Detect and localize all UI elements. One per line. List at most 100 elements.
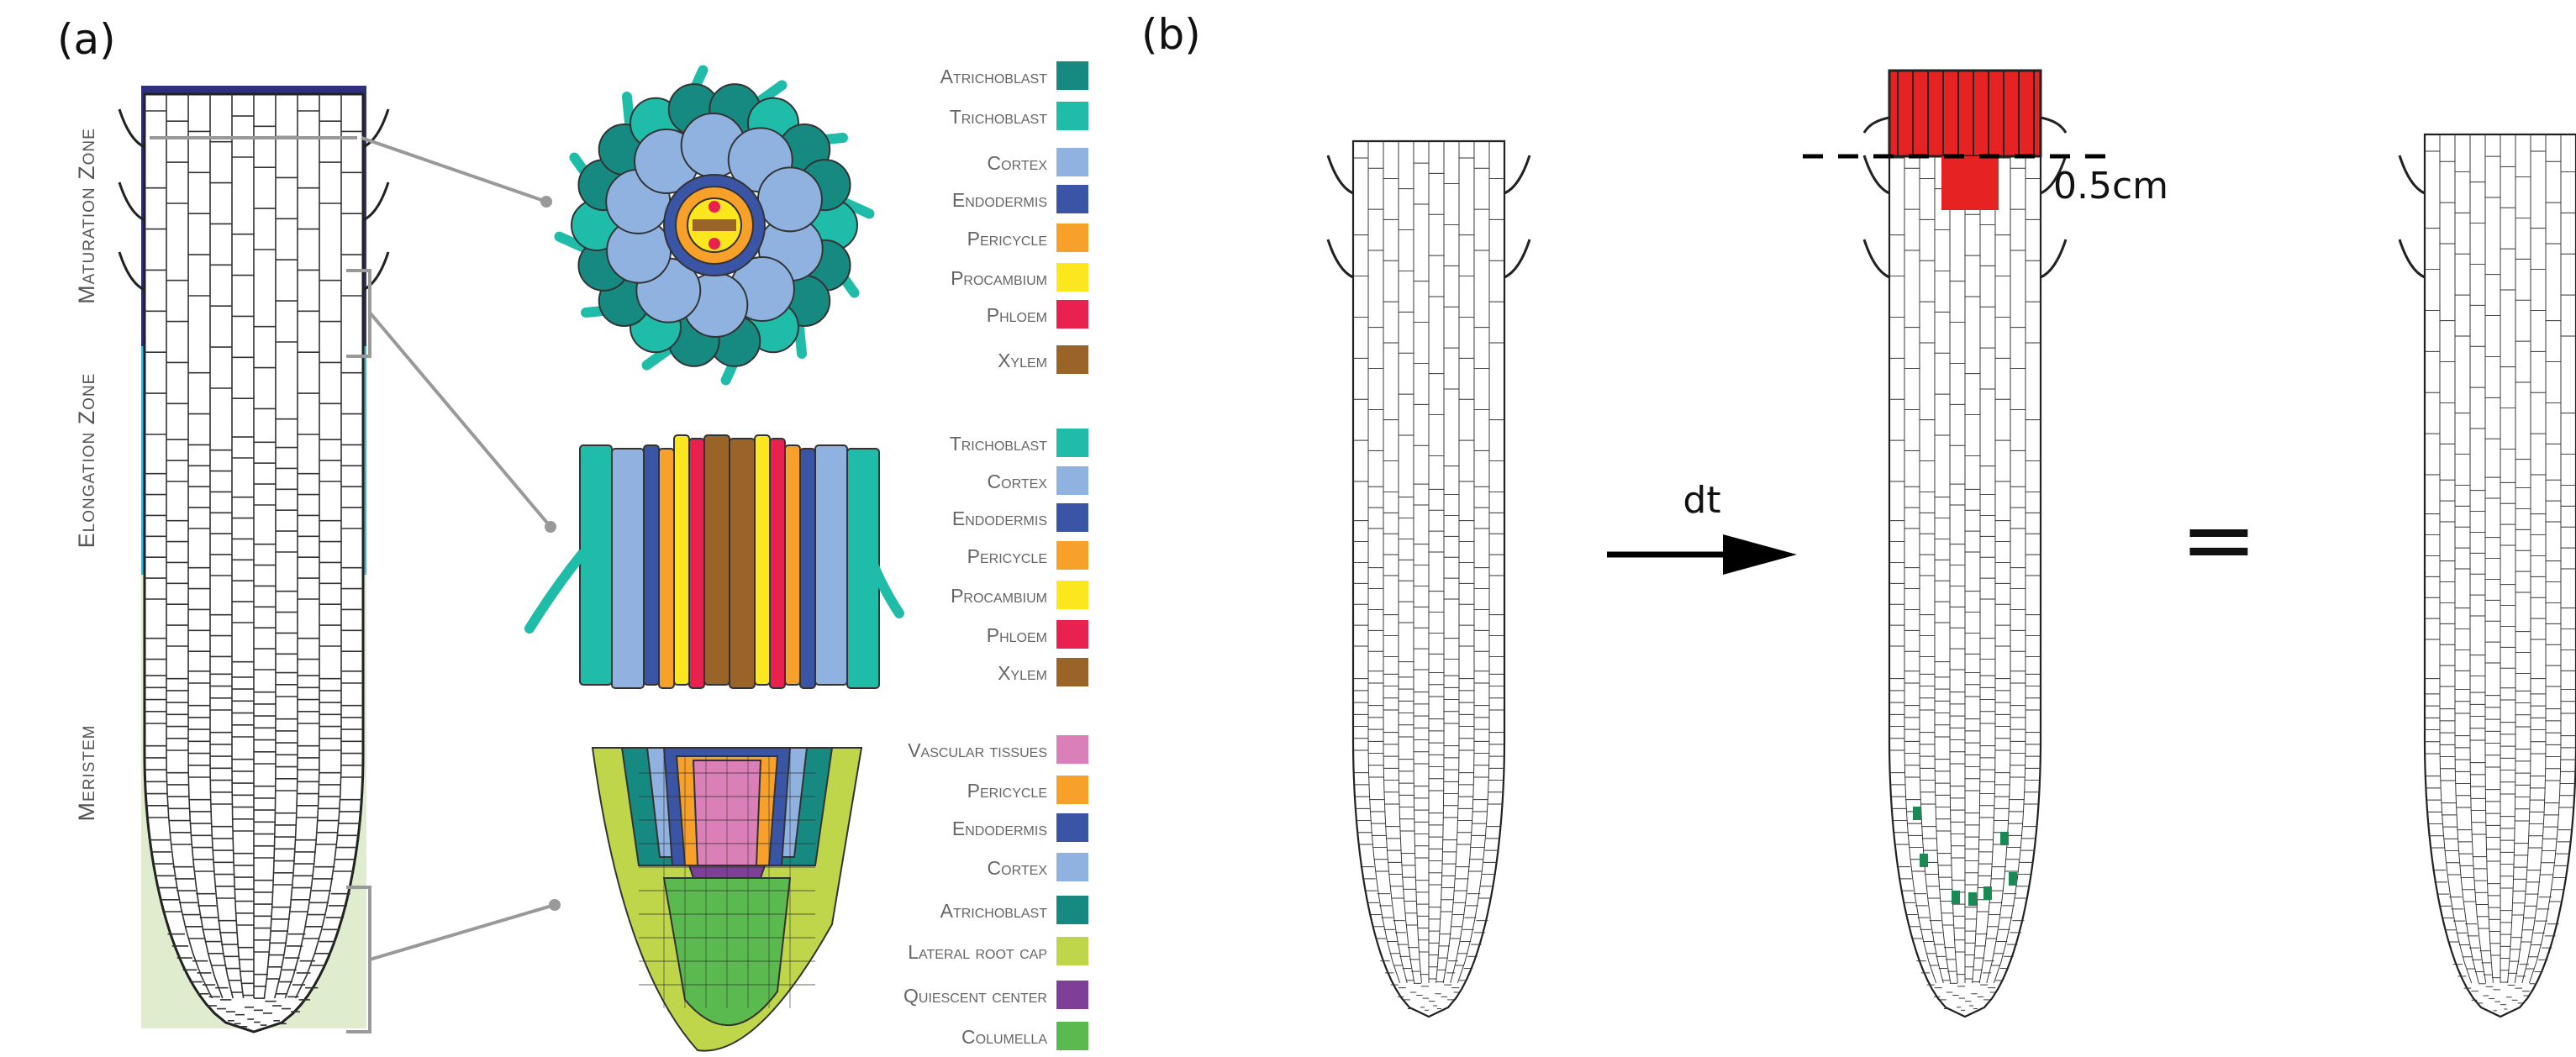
cell-file-line	[284, 94, 320, 999]
root-hair	[1326, 155, 1354, 195]
legend-swatch	[1056, 345, 1088, 374]
root-hair	[1326, 239, 1354, 279]
legend-swatch	[1056, 541, 1088, 570]
cell-file-line	[1457, 141, 1490, 984]
longitudinal-cell-file	[754, 434, 771, 686]
longitudinal-cell-file	[688, 438, 705, 689]
root-hair	[524, 550, 587, 634]
legend-swatch	[1056, 148, 1088, 176]
cell-file-line	[2439, 134, 2473, 984]
connectors	[150, 136, 556, 1033]
legend-label: Cortex	[988, 857, 1048, 879]
legend-label: Phloem	[987, 624, 1047, 646]
legend-label: Atrichoblast	[940, 66, 1048, 87]
legend-swatch	[1056, 223, 1088, 252]
legend-swatch	[1056, 981, 1088, 1009]
legend-swatch	[1056, 1022, 1088, 1050]
legend-label: Xylem	[998, 350, 1047, 371]
panel-a-label: (a)	[57, 15, 116, 64]
legend-swatch	[1056, 813, 1088, 842]
root-hair	[1862, 116, 1890, 134]
legend-label: Cortex	[988, 152, 1048, 174]
legend-label: Lateral root cap	[908, 941, 1047, 963]
cell-file-line	[2514, 134, 2531, 984]
cut-length-label: 0.5cm	[2053, 165, 2168, 208]
root-schematic-a	[118, 92, 390, 1033]
legend-swatch	[1056, 429, 1088, 457]
longitudinal-cell-file	[769, 438, 786, 689]
legend-label: Columella	[961, 1026, 1047, 1048]
longitudinal-cell-file	[799, 448, 816, 689]
root-hair	[118, 251, 145, 292]
root-hair	[1504, 239, 1531, 279]
longitudinal-cell-file	[658, 448, 675, 689]
legend-swatch	[1056, 735, 1088, 764]
legend-swatch	[1056, 61, 1088, 90]
root-hair	[1504, 155, 1531, 195]
root-hair	[362, 181, 390, 222]
arrow-head-icon	[1723, 534, 1797, 575]
legend-label: Quiescent center	[903, 985, 1047, 1007]
longitudinal-cell-file	[611, 448, 645, 689]
legend-swatch	[1056, 853, 1088, 881]
root-hair	[2040, 116, 2068, 134]
connector-line-3	[369, 903, 556, 961]
root-hair	[2398, 155, 2426, 195]
legend-label: Procambium	[951, 585, 1047, 607]
cell-file-line	[274, 94, 298, 999]
legend-label: Procambium	[951, 267, 1047, 289]
root-hair	[118, 108, 145, 149]
new-cell	[2009, 872, 2017, 886]
new-cell	[1913, 807, 1921, 820]
cortex-cell	[756, 166, 823, 233]
cell-file-line	[231, 94, 245, 999]
legend-swatch	[1056, 896, 1088, 924]
legend-swatch	[1056, 300, 1088, 329]
time-step-arrow: dt	[1607, 479, 1797, 575]
longitudinal-cell-file	[784, 444, 801, 686]
maturation-zone-label: Maturation Zone	[74, 128, 99, 304]
legend-swatch	[1056, 937, 1088, 965]
removed-segment-inner	[1941, 156, 1999, 210]
legend-swatch	[1056, 658, 1088, 686]
longitudinal-cell-file	[643, 444, 660, 686]
legend-label: Vascular tissues	[908, 739, 1047, 761]
cell-file-line	[209, 94, 234, 999]
legend-swatch	[1056, 581, 1088, 609]
connector-dot-2	[545, 521, 556, 533]
cell-file-line	[1383, 141, 1408, 984]
equals-sign: =	[2180, 486, 2257, 593]
root-hair	[118, 181, 145, 222]
legend-label: Phloem	[987, 304, 1047, 326]
legend-swatch	[1056, 185, 1088, 213]
cell-file-line	[1436, 141, 1445, 984]
cell-file-line	[2528, 134, 2562, 984]
cell-file-line	[2521, 134, 2547, 984]
connector-line-1	[361, 136, 547, 203]
root-hair	[1862, 155, 1890, 195]
cell-file-line	[1934, 141, 1952, 984]
legend-label: Xylem	[998, 662, 1047, 684]
legend-swatch	[1056, 466, 1088, 495]
connector-line-2	[368, 311, 552, 528]
root-before	[1326, 139, 1531, 1018]
phloem-cell	[709, 201, 720, 213]
root-longitudinal-section	[524, 434, 904, 689]
cell-file-line	[1972, 141, 1981, 984]
elongation-zone-label: Elongation Zone	[74, 373, 99, 549]
legend-label: Trichoblast	[950, 106, 1048, 128]
root-hair	[362, 108, 390, 149]
root-hair	[1862, 239, 1890, 279]
legend-label: Cortex	[988, 471, 1048, 492]
cell-file-line	[166, 94, 213, 999]
cell-file-line	[263, 94, 277, 999]
connector-dot-1	[540, 196, 552, 208]
connector-dot-3	[549, 899, 561, 911]
longitudinal-cell-file	[729, 438, 756, 689]
root-cross-section	[554, 65, 875, 386]
longitudinal-cell-file	[673, 434, 690, 686]
legend-label: Endodermis	[952, 818, 1047, 839]
longitudinal-cell-file	[703, 434, 730, 686]
new-cell	[1968, 892, 1977, 906]
legend-swatch	[1056, 503, 1088, 532]
